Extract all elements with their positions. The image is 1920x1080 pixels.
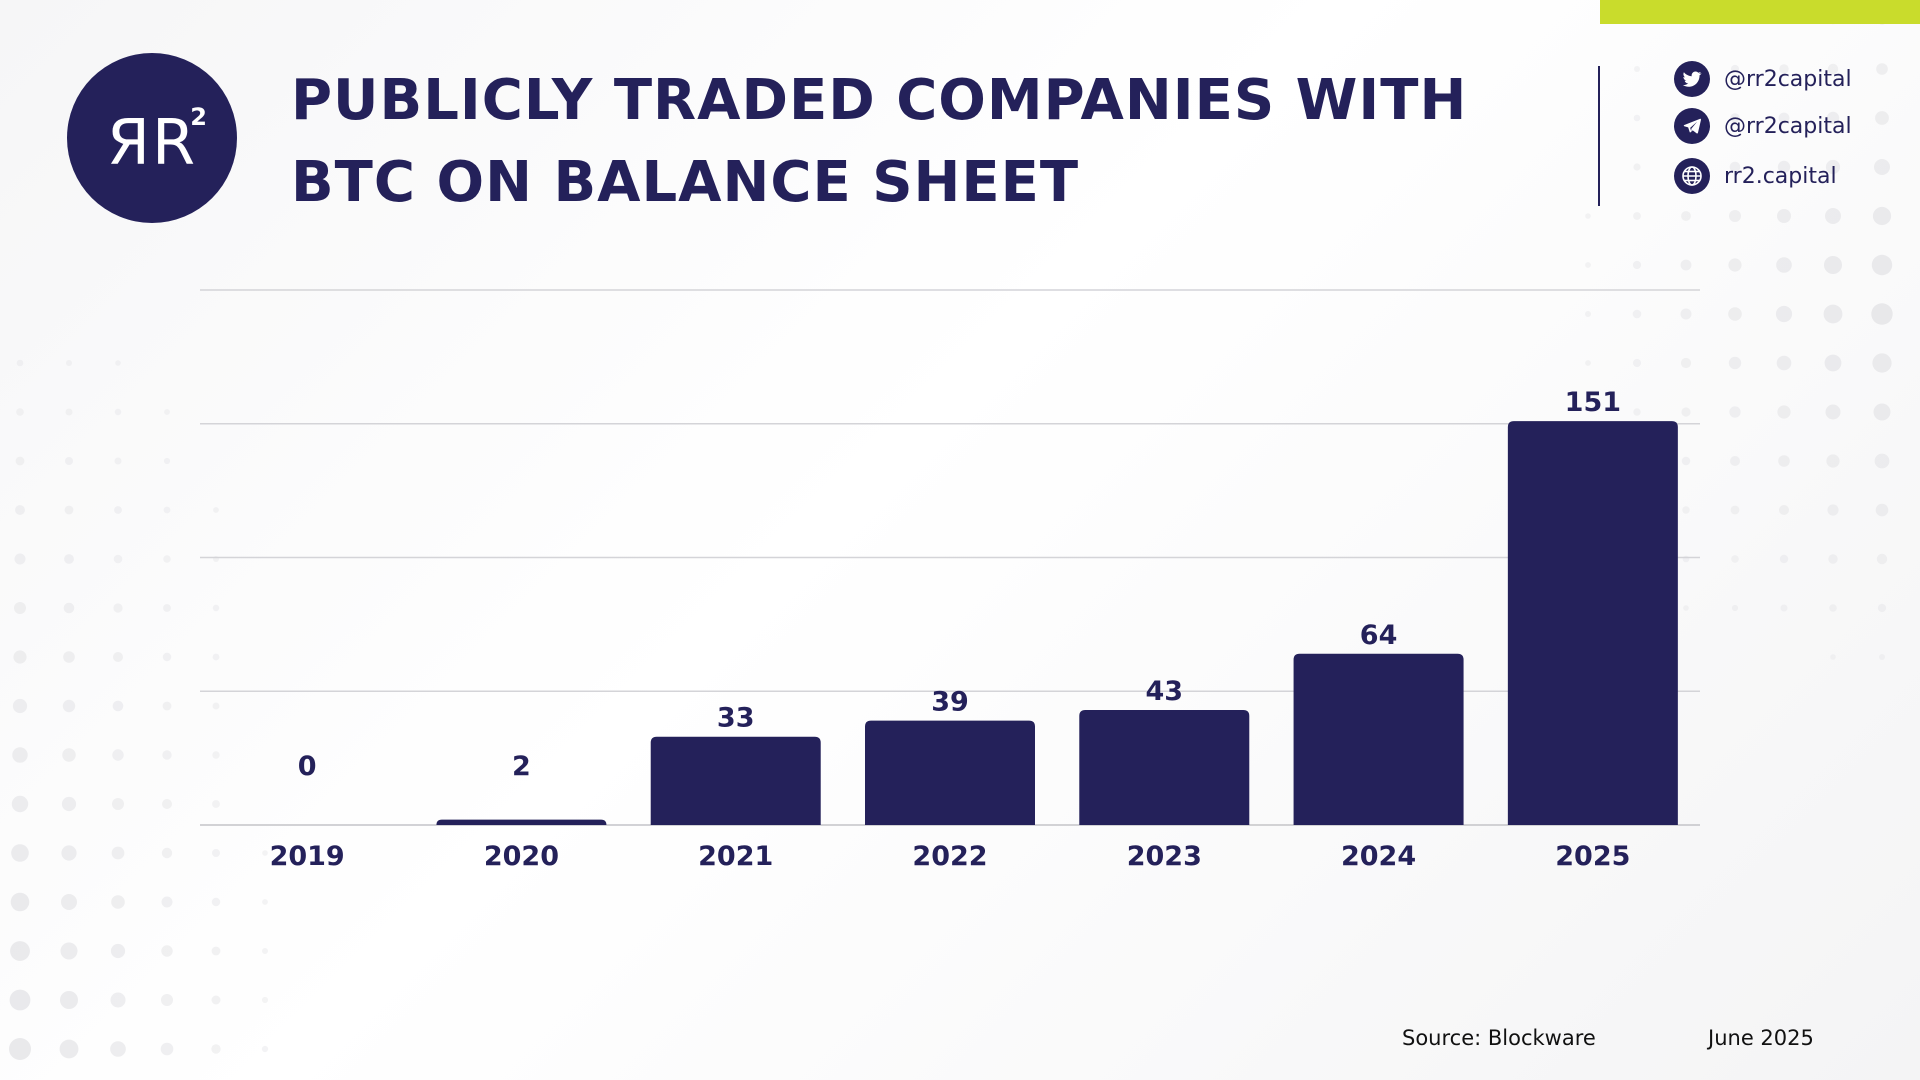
brand-logo: ЯR 2 [67, 53, 237, 223]
twitter-handle: @rr2capital [1724, 66, 1852, 92]
logo-text: ЯR [106, 105, 198, 179]
social-twitter[interactable]: @rr2capital [1674, 61, 1852, 97]
logo-superscript: 2 [190, 103, 207, 131]
x-tick-label: 2024 [1341, 841, 1416, 872]
title-line-2: BTC ON BALANCE SHEET [291, 150, 1080, 215]
social-website[interactable]: rr2.capital [1674, 158, 1837, 194]
bar [1293, 653, 1464, 825]
data-label: 0 [298, 751, 317, 782]
accent-bar [1600, 0, 1920, 24]
x-tick-label: 2022 [912, 841, 987, 872]
header-divider [1598, 66, 1600, 206]
globe-icon [1674, 158, 1710, 194]
bar [436, 819, 607, 825]
x-tick-label: 2019 [270, 841, 345, 872]
page-title: PUBLICLY TRADED COMPANIES WITH BTC ON BA… [291, 60, 1521, 224]
x-tick-label: 2020 [484, 841, 559, 872]
website-url: rr2.capital [1724, 163, 1837, 189]
x-tick-label: 2021 [698, 841, 773, 872]
twitter-icon [1674, 61, 1710, 97]
bar [865, 720, 1035, 825]
data-label: 151 [1565, 387, 1621, 418]
bar [650, 736, 821, 825]
social-telegram[interactable]: @rr2capital [1674, 108, 1852, 144]
data-label: 43 [1145, 676, 1183, 707]
source-note: Source: Blockware [1402, 1026, 1596, 1050]
data-label: 2 [512, 751, 531, 782]
x-tick-label: 2023 [1127, 841, 1202, 872]
bar [1507, 421, 1678, 825]
telegram-icon [1674, 108, 1710, 144]
telegram-handle: @rr2capital [1724, 113, 1852, 139]
publication-date: June 2025 [1708, 1026, 1814, 1050]
bar [1079, 709, 1250, 825]
title-line-1: PUBLICLY TRADED COMPANIES WITH [291, 68, 1468, 133]
data-label: 64 [1360, 620, 1398, 651]
data-label: 39 [931, 687, 969, 718]
data-label: 33 [717, 703, 755, 734]
x-tick-label: 2025 [1555, 841, 1630, 872]
